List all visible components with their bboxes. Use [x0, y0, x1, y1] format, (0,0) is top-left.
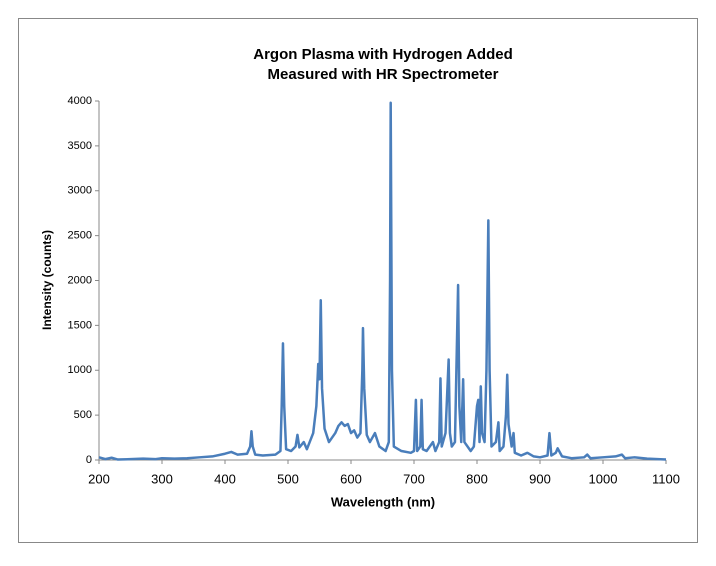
x-axis-title: Wavelength (nm) — [331, 494, 435, 509]
y-tick-label: 1000 — [68, 364, 92, 376]
spectrum-line — [98, 101, 667, 461]
x-tick-label: 1100 — [652, 471, 680, 486]
y-axis-title: Intensity (counts) — [40, 230, 54, 330]
y-tick-label: 2000 — [68, 274, 92, 286]
x-tick-label: 800 — [466, 471, 488, 486]
x-tick-label: 900 — [529, 471, 551, 486]
y-tick-label: 1500 — [68, 319, 92, 331]
chart-title: Argon Plasma with Hydrogen Added — [253, 46, 512, 63]
x-tick-label: 600 — [340, 471, 362, 486]
x-tick-label: 1000 — [589, 471, 618, 486]
x-tick-label: 400 — [214, 471, 236, 486]
y-tick-label: 3500 — [68, 140, 92, 152]
x-tick-label: 500 — [277, 471, 299, 486]
y-tick-label: 500 — [74, 409, 92, 421]
y-tick-label: 4000 — [68, 95, 92, 107]
y-tick-label: 3000 — [68, 185, 92, 197]
y-tick-label: 2500 — [68, 230, 92, 242]
chart-border — [18, 18, 698, 543]
x-tick-label: 300 — [151, 471, 173, 486]
x-tick-label: 700 — [403, 471, 425, 486]
x-tick-label: 200 — [88, 471, 110, 486]
chart-subtitle: Measured with HR Spectrometer — [268, 66, 499, 83]
y-tick-label: 0 — [86, 454, 92, 466]
